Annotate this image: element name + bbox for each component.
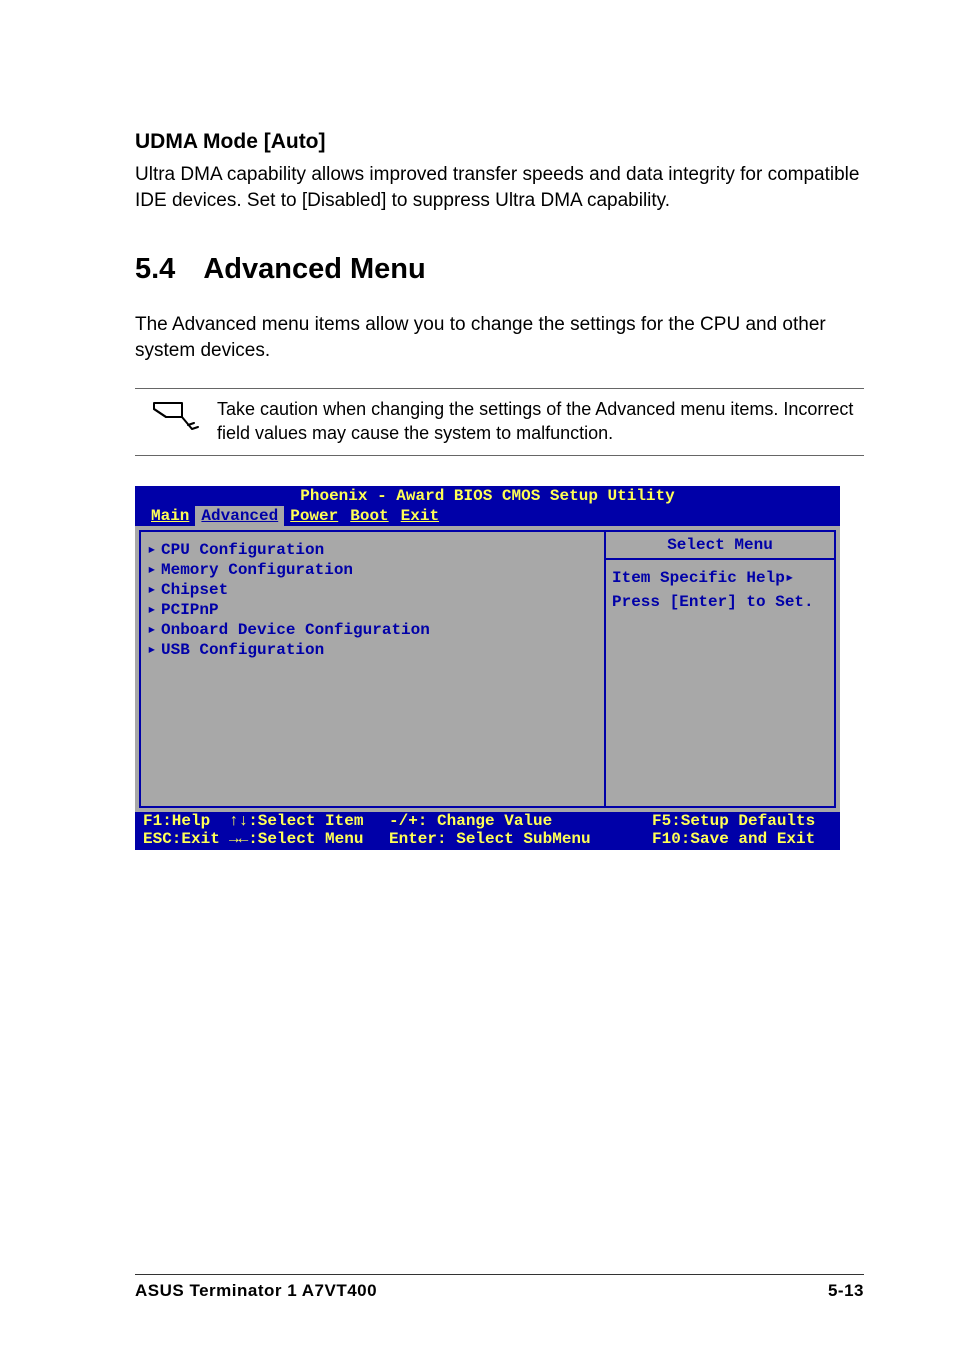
footer-page-number: 5-13 (828, 1281, 864, 1301)
bios-key-change: -/+: Change Value (389, 812, 652, 830)
bios-tab-main[interactable]: Main (145, 506, 195, 526)
section-name: Advanced Menu (203, 253, 425, 285)
bios-menu-item[interactable]: ▸Memory Configuration (147, 560, 598, 580)
triangle-right-icon: ▸ (147, 580, 161, 600)
note-block: Take caution when changing the settings … (135, 388, 864, 457)
bios-menu-label: USB Configuration (161, 641, 324, 659)
bios-menu-item[interactable]: ▸PCIPnP (147, 600, 598, 620)
bios-help-panel: Select Menu Item Specific Help▸ Press [E… (604, 530, 836, 808)
triangle-right-icon: ▸ (785, 566, 795, 590)
bios-key-esc: ESC:Exit (143, 830, 229, 848)
bios-tab-power[interactable]: Power (284, 506, 344, 526)
triangle-right-icon: ▸ (147, 540, 161, 560)
bios-key-f10: F10:Save and Exit (652, 830, 832, 848)
bios-tab-exit[interactable]: Exit (395, 506, 445, 526)
bios-menu-label: PCIPnP (161, 601, 219, 619)
bios-help-line: Item Specific Help▸ (612, 566, 828, 590)
bios-help-title: Select Menu (606, 532, 834, 560)
advanced-intro: The Advanced menu items allow you to cha… (135, 312, 864, 363)
note-icon (135, 397, 215, 439)
bios-menu-label: Chipset (161, 581, 228, 599)
section-heading: 5.4 Advanced Menu (135, 253, 864, 286)
bios-menu-item[interactable]: ▸CPU Configuration (147, 540, 598, 560)
bios-key-enter: Enter: Select SubMenu (389, 830, 652, 848)
bios-tab-bar: Main Advanced Power Boot Exit (135, 506, 840, 526)
bios-menu-label: Memory Configuration (161, 561, 353, 579)
bios-key-leftright: →←:Select Menu (229, 830, 389, 848)
bios-menu-panel: ▸CPU Configuration ▸Memory Configuration… (139, 530, 604, 808)
bios-title: Phoenix - Award BIOS CMOS Setup Utility (135, 486, 840, 506)
bios-menu-item[interactable]: ▸Chipset (147, 580, 598, 600)
page: UDMA Mode [Auto] Ultra DMA capability al… (0, 0, 954, 1351)
bios-menu-item[interactable]: ▸Onboard Device Configuration (147, 620, 598, 640)
udma-heading: UDMA Mode [Auto] (135, 130, 864, 154)
bios-footer-row: F1:Help ↑↓:Select Item -/+: Change Value… (143, 812, 832, 830)
bios-footer: F1:Help ↑↓:Select Item -/+: Change Value… (135, 812, 840, 850)
triangle-right-icon: ▸ (147, 560, 161, 580)
udma-paragraph: Ultra DMA capability allows improved tra… (135, 162, 864, 213)
bios-tab-boot[interactable]: Boot (344, 506, 394, 526)
bios-body: ▸CPU Configuration ▸Memory Configuration… (135, 526, 840, 812)
bios-help-line: Press [Enter] to Set. (612, 590, 828, 614)
section-number: 5.4 (135, 253, 175, 286)
bios-key-updown: ↑↓:Select Item (229, 812, 389, 830)
triangle-right-icon: ▸ (147, 600, 161, 620)
triangle-right-icon: ▸ (147, 620, 161, 640)
bios-footer-row: ESC:Exit →←:Select Menu Enter: Select Su… (143, 830, 832, 848)
bios-menu-label: Onboard Device Configuration (161, 621, 430, 639)
footer-product: ASUS Terminator 1 A7VT400 (135, 1281, 377, 1301)
bios-key-f1: F1:Help (143, 812, 229, 830)
bios-screenshot: Phoenix - Award BIOS CMOS Setup Utility … (135, 486, 840, 850)
bios-tab-advanced[interactable]: Advanced (195, 506, 284, 526)
bios-menu-label: CPU Configuration (161, 541, 324, 559)
page-footer: ASUS Terminator 1 A7VT400 5-13 (135, 1274, 864, 1301)
triangle-right-icon: ▸ (147, 640, 161, 660)
note-text: Take caution when changing the settings … (215, 397, 864, 446)
bios-help-body: Item Specific Help▸ Press [Enter] to Set… (606, 560, 834, 620)
bios-key-f5: F5:Setup Defaults (652, 812, 832, 830)
bios-menu-item[interactable]: ▸USB Configuration (147, 640, 598, 660)
